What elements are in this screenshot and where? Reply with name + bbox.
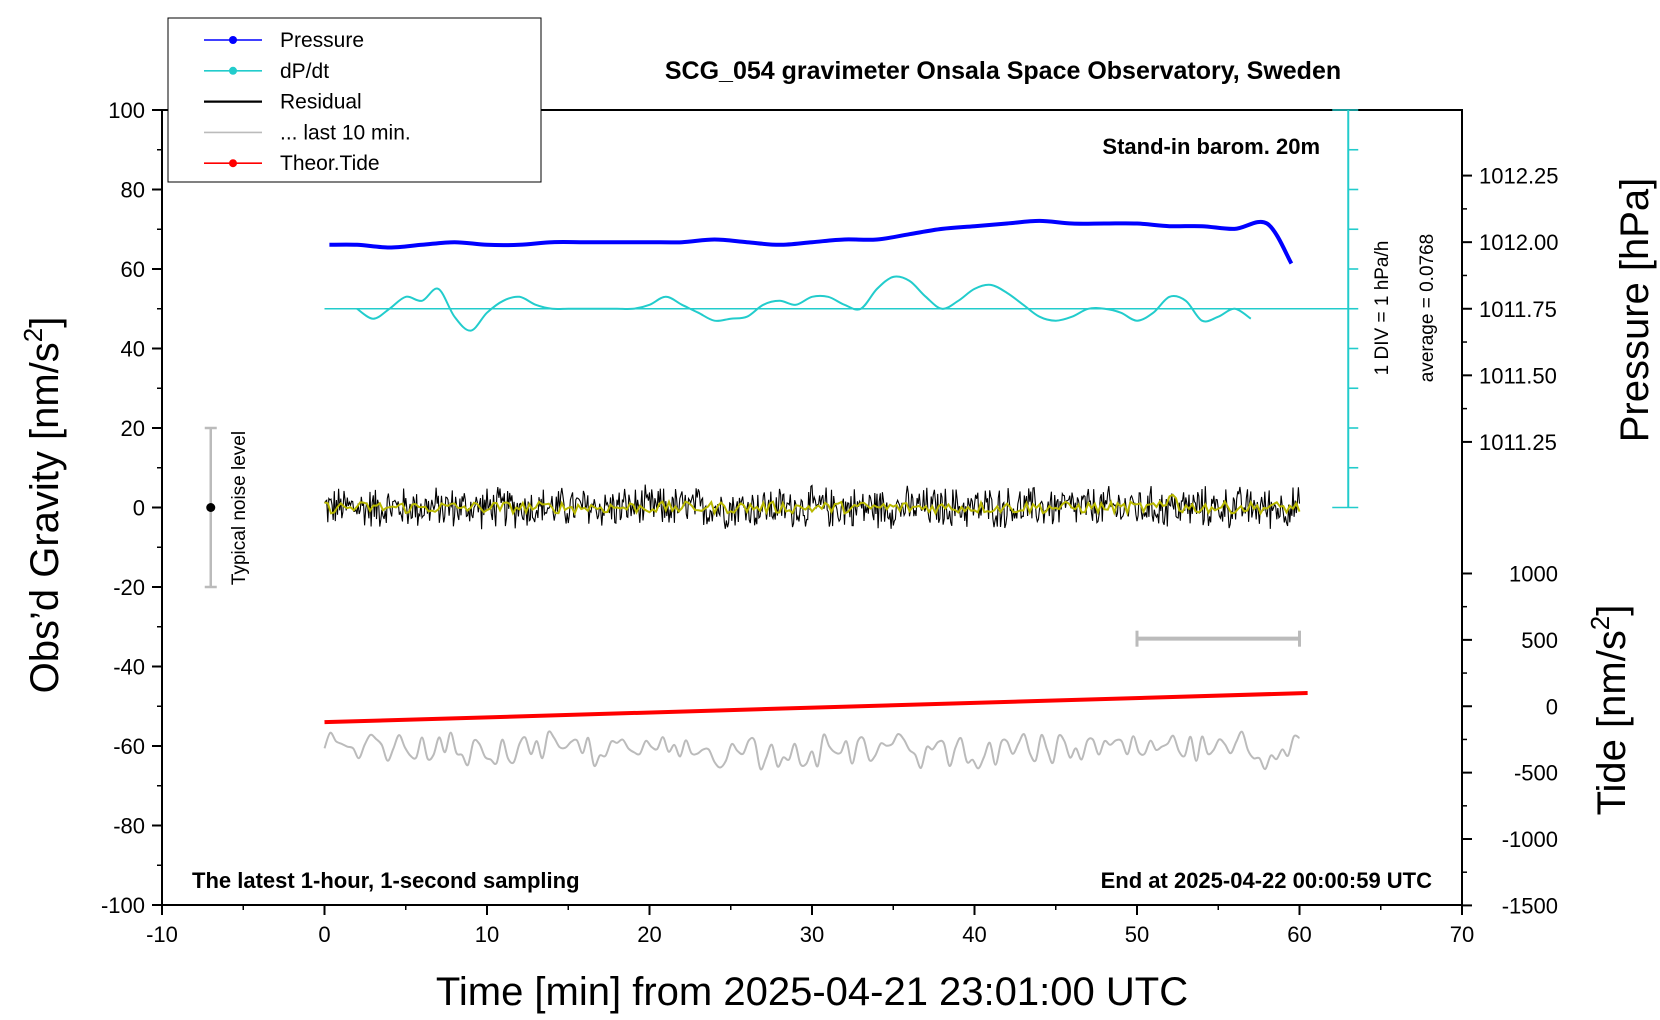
tide-axis-ticks: -1500 -1000 -500 0 500 1000 xyxy=(1462,561,1558,918)
tide-tick-label: -1500 xyxy=(1502,893,1558,918)
time-scale-bar xyxy=(1135,630,1301,647)
y-tick-label: 40 xyxy=(121,337,145,362)
x-axis-label: Time [min] from 2025-04-21 23:01:00 UTC xyxy=(436,970,1188,1014)
y-tick-label: 60 xyxy=(121,257,145,282)
gauge-div-label: 1 DIV = 1 hPa/h xyxy=(1372,241,1393,376)
tide-tick-label: 500 xyxy=(1521,628,1558,653)
series-layer xyxy=(323,218,1349,771)
gauge-average-label: average = 0.0768 xyxy=(1417,234,1438,382)
noise-level-label: Typical noise level xyxy=(229,431,250,585)
barometer-note: Stand-in barom. 20m xyxy=(1102,134,1320,159)
noise-bar-center xyxy=(206,503,216,512)
pressure-axis-ticks: 1011.25 1011.50 1011.75 1012.00 1012.25 xyxy=(1462,164,1559,455)
pressure-tick-label: 1012.00 xyxy=(1479,230,1559,255)
y-tick-label: -80 xyxy=(113,814,145,839)
y-left-axis-ticks: -100 -80 -60 -40 -20 0 20 40 60 80 100 xyxy=(101,98,162,918)
legend-marker xyxy=(229,159,237,168)
legend-marker xyxy=(229,36,237,44)
x-tick-label: 0 xyxy=(318,922,330,947)
tide-line xyxy=(324,690,1308,725)
chart-title: SCG_054 gravimeter Onsala Space Observat… xyxy=(665,57,1341,85)
y-tick-label: 80 xyxy=(121,178,145,203)
residual-line xyxy=(324,484,1301,530)
x-tick-label: 30 xyxy=(800,922,824,947)
x-tick-label: 50 xyxy=(1125,922,1149,947)
x-tick-label: 20 xyxy=(637,922,661,947)
pressure-tick-label: 1011.25 xyxy=(1479,430,1557,455)
y-tick-label: 0 xyxy=(133,496,145,521)
y-tick-label: -40 xyxy=(113,655,145,680)
y-tick-label: -100 xyxy=(101,893,145,918)
legend-label: dP/dt xyxy=(280,60,329,83)
tide-tick-label: -500 xyxy=(1514,761,1558,786)
x-tick-label: 40 xyxy=(962,922,986,947)
legend-label: Pressure xyxy=(280,29,364,52)
legend-label: ... last 10 min. xyxy=(280,121,411,144)
legend-label: Residual xyxy=(280,91,362,114)
legend-box xyxy=(167,17,542,183)
x-tick-label: -10 xyxy=(146,922,178,947)
tide-tick-label: -1000 xyxy=(1502,827,1558,852)
pressure-tick-label: 1012.25 xyxy=(1479,164,1559,189)
y-left-axis-label: Obs’d Gravity [nm/s2] xyxy=(18,317,67,694)
noise-level-bar xyxy=(204,426,217,589)
legend-marker xyxy=(229,66,237,75)
tide-axis-label: Tide [nm/s2] xyxy=(1585,605,1634,816)
x-axis-ticks: -10 0 10 20 30 40 50 60 70 xyxy=(146,905,1474,947)
tide-tick-label: 1000 xyxy=(1509,561,1558,586)
x-tick-label: 10 xyxy=(475,922,499,947)
end-time-note: End at 2025-04-22 00:00:59 UTC xyxy=(1101,868,1432,893)
latest-note: The latest 1-hour, 1-second sampling xyxy=(192,868,580,893)
pressure-rate-gauge xyxy=(1332,109,1359,509)
y-tick-label: -20 xyxy=(113,575,145,600)
last-10-min-line xyxy=(323,730,1301,771)
pressure-axis-label: Pressure [hPa] xyxy=(1613,178,1657,443)
legend: Pressure dP/dt Residual ... last 10 min. The… xyxy=(167,17,542,183)
y-tick-label: -60 xyxy=(113,734,145,759)
pressure-tick-label: 1011.50 xyxy=(1479,363,1557,388)
y-tick-label: 100 xyxy=(108,98,145,123)
pressure-line xyxy=(329,218,1294,265)
tide-tick-label: 0 xyxy=(1546,694,1558,719)
dpdt-line xyxy=(356,275,1252,332)
pressure-tick-label: 1011.75 xyxy=(1479,297,1557,322)
residual-smoothed-line xyxy=(324,493,1301,517)
y-tick-label: 20 xyxy=(121,416,145,441)
legend-label: Theor.Tide xyxy=(280,152,380,175)
x-tick-label: 70 xyxy=(1450,922,1474,947)
x-tick-label: 60 xyxy=(1287,922,1311,947)
